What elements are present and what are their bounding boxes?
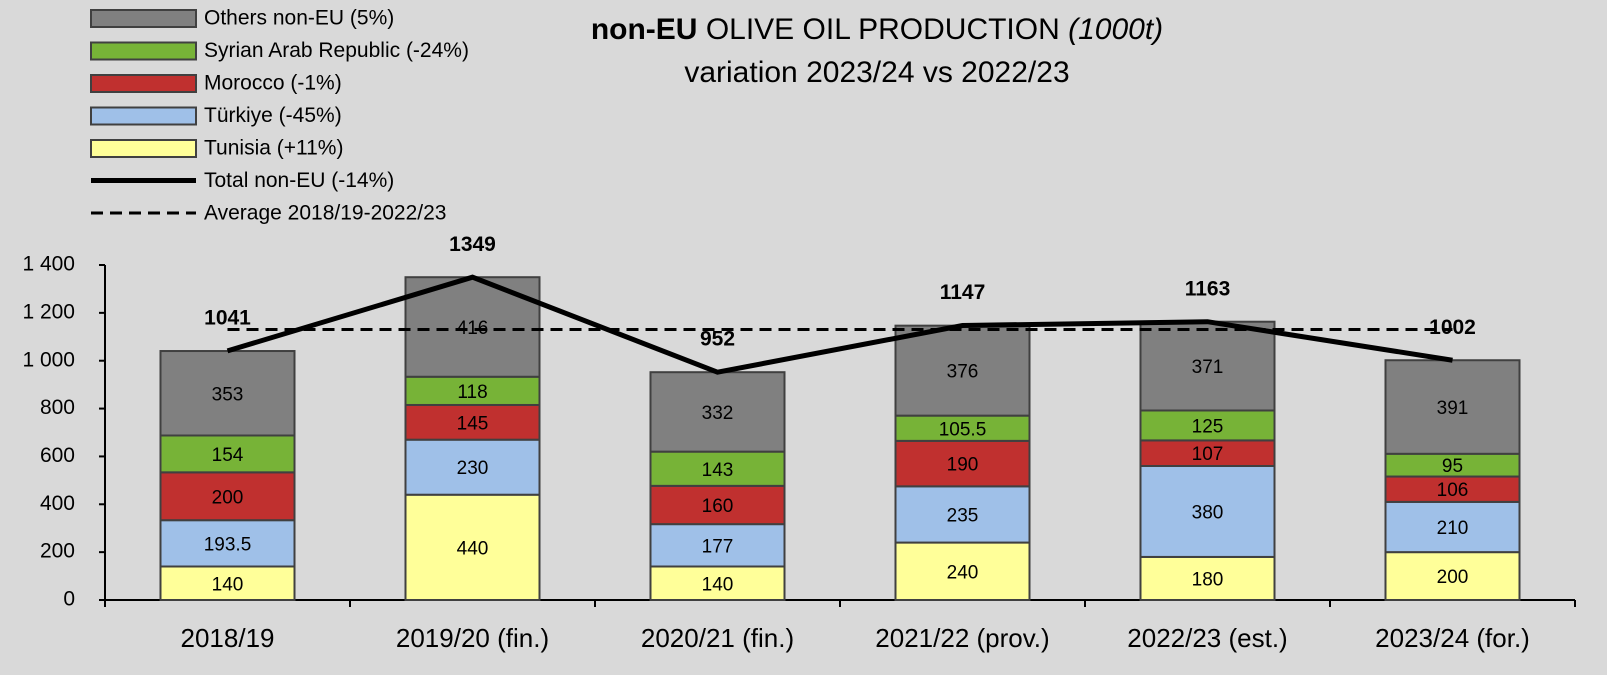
value-label: 160: [702, 496, 734, 517]
legend-swatch: [90, 74, 197, 93]
total-label: 1163: [1185, 277, 1231, 300]
value-label: 416: [457, 318, 489, 339]
value-label: 180: [1192, 569, 1224, 590]
bar-segment: [1139, 409, 1276, 442]
chart-title: non-EU OLIVE OIL PRODUCTION (1000t): [591, 13, 1163, 46]
legend-label: Morocco (-1%): [204, 72, 342, 95]
bar-segment: [159, 350, 296, 437]
bar-segment: [159, 471, 296, 522]
value-label: 177: [702, 536, 734, 557]
value-label: 200: [212, 487, 244, 508]
value-label: 125: [1192, 416, 1224, 437]
value-label: 380: [1192, 502, 1224, 523]
x-tick-label: 2019/20 (fin.): [396, 623, 549, 653]
y-tick-label: 0: [63, 588, 75, 611]
legend-label: Syrian Arab Republic (-24%): [204, 39, 469, 62]
value-label: 210: [1437, 518, 1469, 539]
y-tick-label: 800: [40, 396, 75, 419]
bar-segment: [649, 565, 786, 601]
value-label: 391: [1437, 398, 1469, 419]
bar-segment: [159, 519, 296, 568]
bar-segment: [404, 493, 541, 602]
value-label: 95: [1442, 456, 1463, 477]
y-tick-label: 1 200: [22, 300, 75, 323]
total-label: 1147: [940, 281, 986, 304]
bar-segment: [894, 324, 1031, 417]
x-tick-label: 2022/23 (est.): [1127, 623, 1287, 653]
y-tick-label: 1 000: [22, 348, 75, 371]
value-label: 154: [212, 445, 244, 466]
legend-label: Others non-EU (5%): [204, 7, 394, 30]
title-part: non-EU: [591, 13, 698, 46]
legend-swatch: [90, 139, 197, 158]
bar-segment: [404, 403, 541, 441]
legend-label: Türkiye (-45%): [204, 104, 342, 127]
value-label: 353: [212, 384, 244, 405]
bar-segment: [1139, 555, 1276, 602]
value-label: 118: [457, 382, 487, 403]
legend-swatch: [90, 106, 197, 126]
value-label: 107: [1192, 444, 1224, 465]
legend-swatch: [90, 9, 197, 28]
value-label: 235: [947, 505, 979, 526]
y-tick-label: 1 400: [22, 253, 75, 276]
value-label: 105.5: [939, 419, 987, 440]
x-tick-label: 2020/21 (fin.): [641, 623, 794, 653]
bar-segment: [1139, 439, 1276, 467]
value-label: 376: [947, 362, 979, 383]
value-label: 230: [457, 458, 489, 479]
total-label: 952: [700, 328, 735, 351]
y-tick-label: 600: [40, 444, 75, 467]
bar-segment: [649, 371, 786, 453]
x-tick-label: 2021/22 (prov.): [875, 623, 1049, 653]
value-label: 140: [702, 574, 734, 595]
bar-segment: [649, 450, 786, 487]
legend-label: Total non-EU (-14%): [204, 169, 394, 192]
total-label: 1002: [1429, 316, 1476, 339]
y-tick-label: 200: [40, 540, 75, 563]
bar-segment: [159, 565, 296, 601]
title-part: OLIVE OIL PRODUCTION: [706, 13, 1060, 46]
value-label: 371: [1192, 357, 1224, 378]
line-series: [226, 274, 1453, 375]
bar-segment: [1384, 551, 1521, 602]
value-label: 240: [947, 562, 979, 583]
value-label: 193.5: [204, 534, 252, 555]
bar-segment: [159, 434, 296, 474]
legend-label: Average 2018/19-2022/23: [204, 202, 446, 225]
bar-segment: [1139, 320, 1276, 412]
title-part: (1000t): [1068, 13, 1163, 46]
y-tick-label: 400: [40, 492, 75, 515]
legend-label: Tunisia (+11%): [204, 137, 343, 160]
value-label: 106: [1437, 480, 1469, 501]
total-label: 1349: [449, 233, 496, 256]
x-tick-label: 2023/24 (for.): [1375, 623, 1530, 653]
value-label: 143: [702, 460, 734, 481]
x-tick-label: 2018/19: [181, 623, 275, 653]
total-label: 1041: [204, 306, 251, 329]
bar-segment: [1384, 359, 1521, 455]
bar-segment: [1384, 500, 1521, 554]
value-label: 190: [947, 455, 979, 476]
value-label: 440: [457, 538, 489, 559]
value-label: 145: [457, 413, 489, 434]
value-label: 332: [702, 403, 734, 424]
legend-swatch: [90, 41, 197, 61]
chart-subtitle: variation 2023/24 vs 2022/23: [684, 56, 1069, 89]
value-label: 140: [212, 574, 244, 595]
bar-segment: [1384, 475, 1521, 503]
value-label: 200: [1437, 567, 1469, 588]
